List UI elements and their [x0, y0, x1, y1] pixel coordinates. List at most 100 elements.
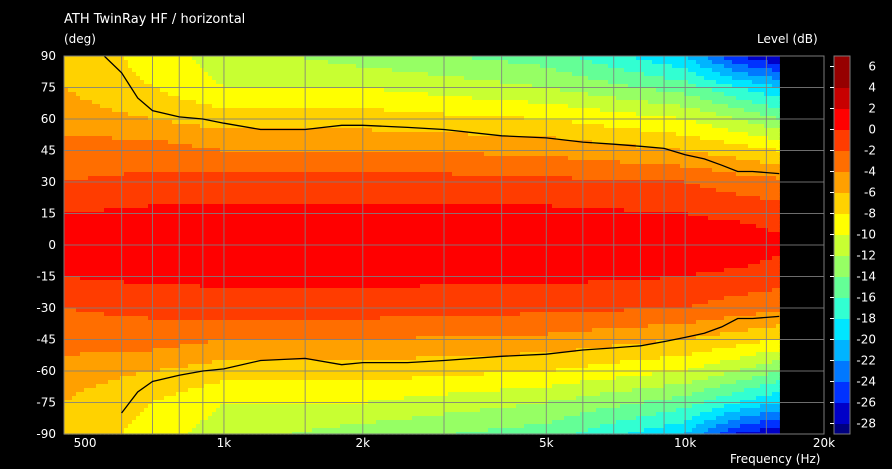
- heat-cell: [200, 152, 205, 157]
- heat-cell: [220, 144, 225, 149]
- heat-cell: [84, 92, 89, 97]
- heat-cell: [184, 204, 189, 209]
- heat-cell: [240, 364, 245, 369]
- heat-cell: [268, 368, 273, 373]
- heat-cell: [264, 340, 269, 345]
- heat-cell: [64, 96, 69, 101]
- heat-cell: [128, 268, 133, 273]
- heat-cell: [92, 192, 97, 197]
- heat-cell: [108, 360, 113, 365]
- heat-cell: [248, 376, 253, 381]
- heat-cell: [248, 408, 253, 413]
- heat-cell: [108, 156, 113, 161]
- heat-cell: [80, 308, 85, 313]
- heat-cell: [244, 216, 249, 221]
- heat-cell: [148, 64, 153, 69]
- heat-cell: [184, 344, 189, 349]
- heat-cell: [140, 184, 145, 189]
- heat-cell: [272, 120, 277, 125]
- heat-cell: [148, 60, 153, 65]
- heat-cell: [220, 124, 225, 129]
- heat-cell: [148, 292, 153, 297]
- heat-cell: [216, 312, 221, 317]
- heat-cell: [192, 152, 197, 157]
- heat-cell: [84, 64, 89, 69]
- heat-cell: [208, 196, 213, 201]
- heat-cell: [148, 248, 153, 253]
- heat-cell: [156, 268, 161, 273]
- heat-cell: [184, 60, 189, 65]
- heat-cell: [196, 72, 201, 77]
- heat-cell: [208, 332, 213, 337]
- heat-cell: [176, 344, 181, 349]
- heat-cell: [184, 404, 189, 409]
- heat-cell: [64, 136, 69, 141]
- heat-cell: [244, 300, 249, 305]
- heat-cell: [96, 408, 101, 413]
- heat-cell: [92, 108, 97, 113]
- heat-cell: [136, 212, 141, 217]
- heat-cell: [268, 288, 273, 293]
- heat-cell: [232, 76, 237, 81]
- heat-cell: [196, 140, 201, 145]
- heat-cell: [76, 80, 81, 85]
- heat-cell: [92, 104, 97, 109]
- heat-cell: [108, 256, 113, 261]
- heat-cell: [240, 320, 245, 325]
- heat-cell: [252, 276, 257, 281]
- heat-cell: [68, 96, 73, 101]
- heat-cell: [180, 104, 185, 109]
- heat-cell: [160, 80, 165, 85]
- heat-cell: [160, 276, 165, 281]
- heat-cell: [212, 128, 217, 133]
- heat-cell: [204, 80, 209, 85]
- heat-cell: [220, 340, 225, 345]
- heat-cell: [128, 428, 133, 433]
- heat-cell: [188, 264, 193, 269]
- heat-cell: [256, 116, 261, 121]
- heat-cell: [68, 276, 73, 281]
- heat-cell: [96, 356, 101, 361]
- heat-cell: [100, 376, 105, 381]
- heat-cell: [272, 236, 277, 241]
- heat-cell: [260, 128, 265, 133]
- heat-cell: [176, 76, 181, 81]
- heat-cell: [180, 348, 185, 353]
- heat-cell: [228, 420, 233, 425]
- heat-cell: [100, 420, 105, 425]
- heat-cell: [136, 344, 141, 349]
- heat-cell: [212, 224, 217, 229]
- heat-cell: [156, 88, 161, 93]
- heat-cell: [88, 360, 93, 365]
- heat-cell: [248, 260, 253, 265]
- heat-cell: [216, 232, 221, 237]
- heat-cell: [200, 364, 205, 369]
- heat-cell: [76, 276, 81, 281]
- heat-cell: [212, 308, 217, 313]
- heat-cell: [248, 200, 253, 205]
- heat-cell: [164, 224, 169, 229]
- heat-cell: [188, 152, 193, 157]
- heat-cell: [236, 96, 241, 101]
- heat-cell: [220, 292, 225, 297]
- heat-cell: [228, 356, 233, 361]
- heat-cell: [168, 252, 173, 257]
- heat-cell: [136, 408, 141, 413]
- heat-cell: [172, 280, 177, 285]
- heat-cell: [116, 140, 121, 145]
- heat-cell: [84, 300, 89, 305]
- heat-cell: [212, 84, 217, 89]
- heat-cell: [124, 348, 129, 353]
- heat-cell: [96, 200, 101, 205]
- heat-cell: [256, 108, 261, 113]
- heat-cell: [192, 340, 197, 345]
- heat-cell: [156, 308, 161, 313]
- heat-cell: [236, 340, 241, 345]
- heat-cell: [144, 204, 149, 209]
- heat-cell: [216, 272, 221, 277]
- heat-cell: [88, 392, 93, 397]
- heat-cell: [264, 96, 269, 101]
- heat-cell: [136, 252, 141, 257]
- heat-cell: [168, 372, 173, 377]
- colorbar-label: Level (dB): [757, 32, 818, 46]
